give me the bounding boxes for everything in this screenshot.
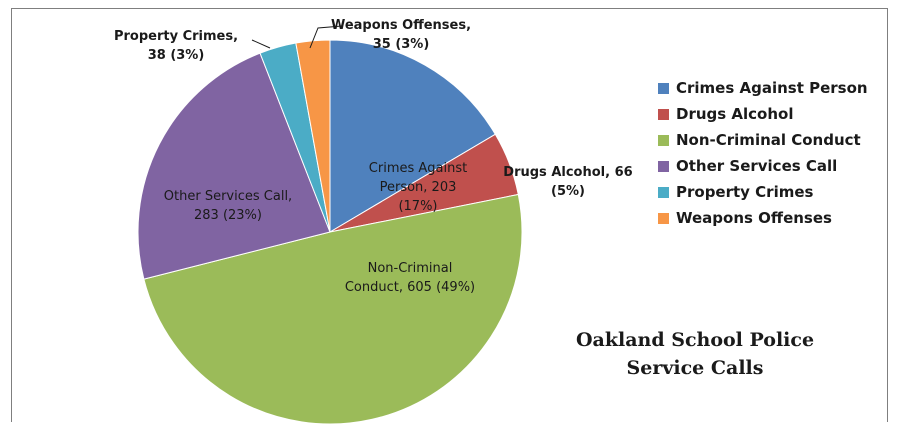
legend-label-property-crimes: Property Crimes bbox=[676, 183, 814, 201]
pie-slice-non-criminal-conduct bbox=[143, 193, 523, 425]
legend-swatch-weapons-offenses bbox=[658, 212, 669, 224]
legend-label-other-services-call: Other Services Call bbox=[676, 157, 838, 175]
legend-label-non-criminal-conduct: Non-Criminal Conduct bbox=[676, 131, 861, 149]
data-label-non-criminal-conduct: Non-Criminal Conduct, 605 (49%) bbox=[345, 261, 475, 295]
legend-item-crimes-against-person: Crimes Against Person bbox=[658, 75, 868, 101]
legend-swatch-other-services-call bbox=[658, 160, 669, 172]
data-label-crimes-against-person: Crimes Against Person, 203 (17%) bbox=[369, 161, 467, 214]
legend: Crimes Against Person Drugs Alcohol Non-Cr… bbox=[658, 75, 868, 231]
leader-line-weapons-offenses bbox=[309, 25, 343, 49]
legend-item-non-criminal-conduct: Non-Criminal Conduct bbox=[658, 127, 868, 153]
legend-swatch-crimes-against-person bbox=[658, 82, 669, 94]
legend-label-drugs-alcohol: Drugs Alcohol bbox=[676, 105, 794, 123]
leader-line-property-crimes bbox=[251, 39, 271, 49]
chart-title: Oakland School Police Service Calls bbox=[540, 326, 850, 382]
legend-item-weapons-offenses: Weapons Offenses bbox=[658, 205, 868, 231]
data-label-weapons-offenses: Weapons Offenses, 35 (3%) bbox=[331, 18, 471, 52]
legend-swatch-non-criminal-conduct bbox=[658, 134, 669, 146]
legend-swatch-drugs-alcohol bbox=[658, 108, 669, 120]
pie-slice-crimes-against-person bbox=[329, 39, 496, 233]
legend-item-property-crimes: Property Crimes bbox=[658, 179, 868, 205]
chart-title-line-2: Service Calls bbox=[626, 357, 764, 379]
chart-frame bbox=[11, 8, 888, 422]
legend-label-crimes-against-person: Crimes Against Person bbox=[676, 79, 868, 97]
legend-swatch-property-crimes bbox=[658, 186, 669, 198]
legend-item-other-services-call: Other Services Call bbox=[658, 153, 868, 179]
data-label-drugs-alcohol: Drugs Alcohol, 66 (5%) bbox=[503, 165, 632, 199]
legend-item-drugs-alcohol: Drugs Alcohol bbox=[658, 101, 868, 127]
data-label-property-crimes: Property Crimes, 38 (3%) bbox=[114, 29, 238, 63]
data-label-other-services-call: Other Services Call, 283 (23%) bbox=[164, 189, 292, 223]
chart-title-line-1: Oakland School Police bbox=[575, 329, 815, 351]
legend-label-weapons-offenses: Weapons Offenses bbox=[676, 209, 832, 227]
